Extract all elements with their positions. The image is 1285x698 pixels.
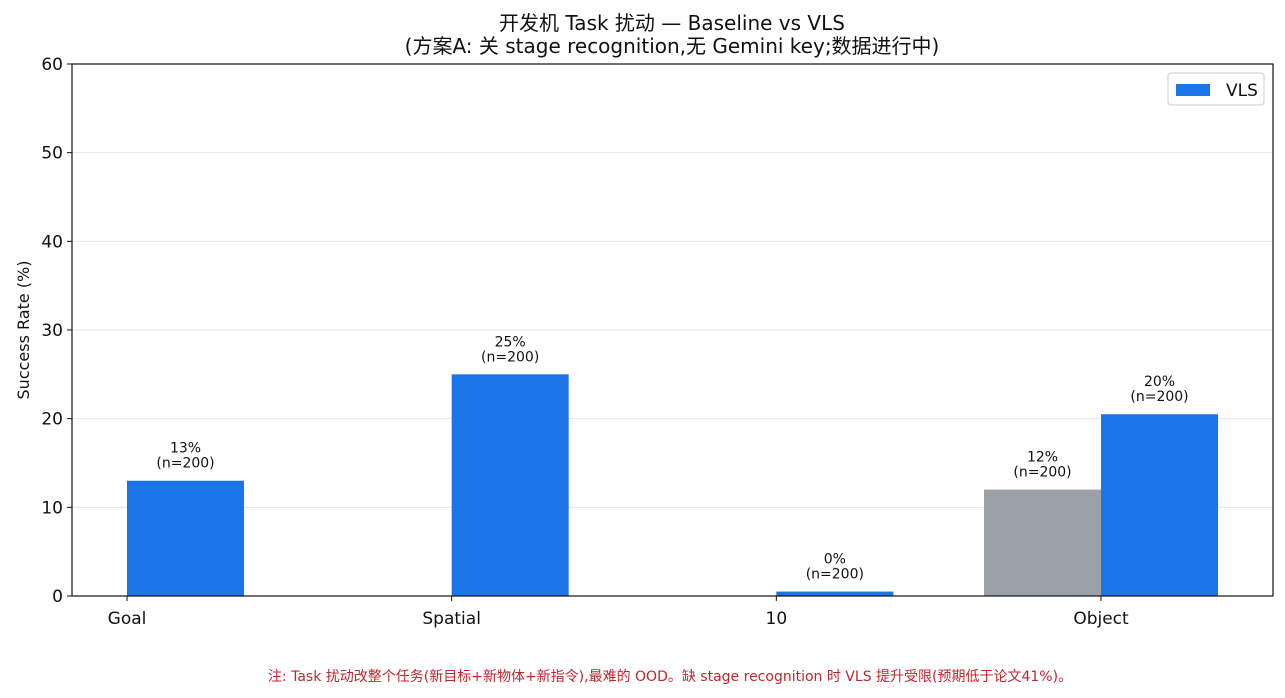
data-label-percent: 25%	[495, 334, 526, 350]
bar-vls	[1101, 414, 1218, 596]
data-label-n: (n=200)	[1013, 465, 1071, 481]
data-label-n: (n=200)	[481, 349, 539, 365]
y-tick-label: 20	[41, 410, 63, 430]
data-label-n: (n=200)	[156, 456, 214, 472]
legend-box	[1167, 72, 1265, 106]
x-axis-ticks: Goal Spatial 10 Object	[108, 596, 1129, 629]
data-label-percent: 12%	[1027, 450, 1058, 466]
legend-label-vls: VLS	[1226, 81, 1258, 101]
x-tick-label: 10	[766, 609, 788, 629]
bars	[127, 374, 1218, 596]
gridlines	[72, 152, 1273, 508]
data-label-percent: 13%	[170, 441, 201, 457]
data-label-percent: 0%	[824, 552, 846, 568]
x-tick-label: Goal	[108, 609, 147, 629]
y-axis-ticks: 0 10 20 30 40 50 60	[41, 55, 72, 607]
data-labels: 12%(n=200)13%(n=200)25%(n=200)0%(n=200)2…	[156, 334, 1188, 582]
y-tick-label: 10	[41, 498, 63, 518]
bar-vls	[127, 480, 244, 596]
footnote: 注: Task 扰动改整个任务(新目标+新物体+新指令),最难的 OOD。缺 s…	[268, 669, 1072, 685]
chart-title: 开发机 Task 扰动 — Baseline vs VLS	[499, 11, 845, 35]
data-label-n: (n=200)	[1130, 389, 1188, 405]
x-tick-label: Spatial	[422, 609, 481, 629]
y-axis-label: Success Rate (%)	[14, 261, 33, 400]
legend-swatch-vls	[1176, 84, 1210, 96]
data-label-n: (n=200)	[806, 567, 864, 583]
x-tick-label: Object	[1073, 609, 1129, 629]
y-tick-label: 50	[41, 144, 63, 164]
y-tick-label: 60	[41, 55, 63, 75]
y-tick-label: 0	[52, 587, 63, 607]
bar-vls	[776, 591, 894, 596]
bar-vls	[451, 374, 569, 596]
y-tick-label: 40	[41, 232, 63, 252]
legend: VLS	[1167, 72, 1265, 106]
y-tick-label: 30	[41, 321, 63, 341]
bar-baseline	[984, 489, 1101, 596]
chart-subtitle: (方案A: 关 stage recognition,无 Gemini key;数…	[405, 34, 940, 58]
data-label-percent: 20%	[1144, 374, 1175, 390]
